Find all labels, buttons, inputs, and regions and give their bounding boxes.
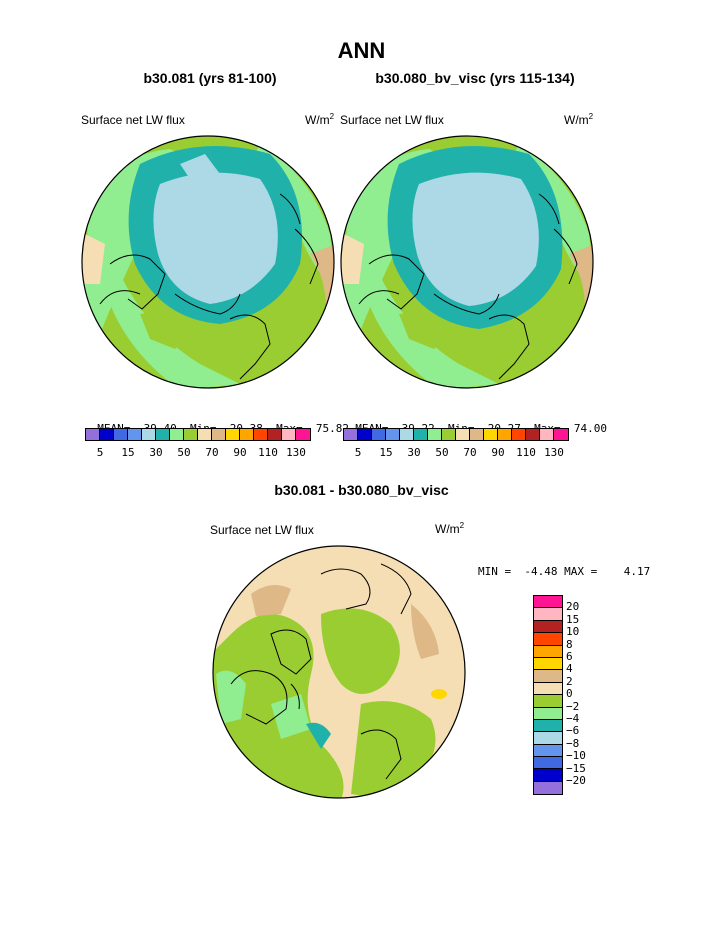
colorbar-2-swatch bbox=[470, 429, 484, 440]
colorbar-1-tick-label: 50 bbox=[177, 446, 191, 459]
colorbar-diff-tick-label: −4 bbox=[566, 712, 580, 725]
colorbar-2-swatch bbox=[484, 429, 498, 440]
colorbar-1-tick-label: 130 bbox=[286, 446, 306, 459]
panel-2-variable: Surface net LW flux bbox=[340, 113, 444, 127]
colorbar-diff-swatch bbox=[534, 719, 562, 733]
colorbar-2-tick-label: 90 bbox=[491, 446, 505, 459]
colorbar-2-swatch bbox=[428, 429, 442, 440]
colorbar-diff-swatch bbox=[534, 769, 562, 782]
diff-stats: MIN = -4.48 MAX = 4.17 bbox=[478, 565, 651, 578]
colorbar-1-swatch bbox=[184, 429, 198, 440]
colorbar-2-swatch bbox=[554, 429, 568, 440]
colorbar-diff-swatch bbox=[534, 732, 562, 745]
colorbar-diff-tick-label: −20 bbox=[566, 774, 586, 787]
colorbar-1-swatch bbox=[114, 429, 128, 440]
colorbar-1 bbox=[85, 428, 311, 441]
figure-title: ANN bbox=[337, 38, 386, 63]
colorbar-diff-tick-label: 8 bbox=[566, 637, 573, 651]
panel-1-subtitle: b30.081 (yrs 81-100) bbox=[143, 70, 277, 86]
colorbar-2-swatch bbox=[344, 429, 358, 440]
colorbar-diff-tick-label: 15 bbox=[566, 612, 580, 626]
colorbar-2-tick-label: 30 bbox=[407, 446, 421, 459]
colorbar-2-tick-label: 15 bbox=[379, 446, 393, 459]
colorbar-2-swatch bbox=[372, 429, 386, 440]
colorbar-1-swatch bbox=[296, 429, 310, 440]
colorbar-diff-swatch bbox=[534, 620, 562, 634]
colorbar-1-tick-label: 110 bbox=[258, 446, 278, 459]
colorbar-2-tick-label: 50 bbox=[435, 446, 449, 459]
colorbar-diff-swatch bbox=[534, 645, 562, 658]
polar-map-1 bbox=[81, 135, 335, 389]
colorbar-2-swatch bbox=[456, 429, 470, 440]
colorbar-1-swatch bbox=[142, 429, 156, 440]
colorbar-diff-swatch bbox=[534, 707, 562, 720]
colorbar-diff-tick-label: 6 bbox=[566, 650, 573, 663]
colorbar-diff-tick-label: −10 bbox=[566, 749, 586, 763]
colorbar-2 bbox=[343, 428, 569, 441]
colorbar-diff-tick-label: −2 bbox=[566, 699, 580, 713]
colorbar-diff-swatch bbox=[534, 670, 562, 683]
colorbar-diff-tick-label: −8 bbox=[566, 736, 580, 750]
colorbar-2-swatch bbox=[358, 429, 372, 440]
colorbar-diff bbox=[533, 595, 563, 796]
polar-map-2 bbox=[340, 135, 594, 389]
colorbar-2-swatch bbox=[498, 429, 512, 440]
colorbar-diff-tick-label: 20 bbox=[566, 600, 580, 614]
colorbar-diff-swatch bbox=[534, 657, 562, 671]
colorbar-diff-tick-label: 10 bbox=[566, 625, 580, 639]
colorbar-1-swatch bbox=[268, 429, 282, 440]
colorbar-diff-tick-label: 0 bbox=[566, 687, 573, 701]
polar-map-diff bbox=[212, 545, 466, 799]
colorbar-2-swatch bbox=[442, 429, 456, 440]
colorbar-diff-swatch bbox=[534, 744, 562, 758]
colorbar-1-swatch bbox=[240, 429, 254, 440]
diff-variable: Surface net LW flux bbox=[210, 523, 314, 537]
colorbar-2-swatch bbox=[400, 429, 414, 440]
colorbar-2-tick-label: 5 bbox=[354, 446, 362, 459]
panel-1-variable: Surface net LW flux bbox=[81, 113, 185, 127]
diff-unit: W/m2 bbox=[435, 521, 465, 536]
colorbar-diff-swatch bbox=[534, 608, 562, 621]
colorbar-1-swatch bbox=[282, 429, 296, 440]
colorbar-diff-swatch bbox=[534, 596, 562, 609]
colorbar-2-swatch bbox=[526, 429, 540, 440]
colorbar-1-tick-label: 30 bbox=[149, 446, 163, 459]
colorbar-1-swatch bbox=[100, 429, 114, 440]
colorbar-diff-swatch bbox=[534, 682, 562, 696]
colorbar-diff-swatch bbox=[534, 695, 562, 708]
colorbar-2-swatch bbox=[512, 429, 526, 440]
colorbar-diff-tick-label: −15 bbox=[566, 761, 586, 775]
colorbar-1-tick-label: 5 bbox=[96, 446, 104, 459]
panel-2-subtitle: b30.080_bv_visc (yrs 115-134) bbox=[375, 70, 575, 86]
panel-2-unit: W/m2 bbox=[564, 112, 594, 127]
colorbar-diff-tick-label: −6 bbox=[566, 724, 580, 738]
colorbar-1-swatch bbox=[212, 429, 226, 440]
colorbar-2-swatch bbox=[414, 429, 428, 440]
colorbar-2-tick-label: 70 bbox=[463, 446, 477, 459]
colorbar-1-swatch bbox=[86, 429, 100, 440]
panel-1-unit: W/m2 bbox=[305, 112, 335, 127]
colorbar-1-swatch bbox=[128, 429, 142, 440]
colorbar-diff-swatch bbox=[534, 757, 562, 770]
colorbar-2-tick-label: 110 bbox=[516, 446, 536, 459]
colorbar-1-swatch bbox=[254, 429, 268, 440]
colorbar-1-swatch bbox=[156, 429, 170, 440]
colorbar-1-swatch bbox=[198, 429, 212, 440]
diff-subtitle: b30.081 - b30.080_bv_visc bbox=[274, 482, 449, 498]
colorbar-1-tick-label: 90 bbox=[233, 446, 247, 459]
colorbar-1-swatch bbox=[170, 429, 184, 440]
colorbar-1-tick-label: 70 bbox=[205, 446, 219, 459]
colorbar-1-swatch bbox=[226, 429, 240, 440]
colorbar-diff-swatch bbox=[534, 781, 562, 795]
colorbar-1-tick-label: 15 bbox=[121, 446, 135, 459]
colorbar-2-swatch bbox=[540, 429, 554, 440]
colorbar-diff-swatch bbox=[534, 633, 562, 646]
colorbar-diff-tick-label: 2 bbox=[566, 674, 573, 688]
colorbar-2-tick-label: 130 bbox=[544, 446, 564, 459]
colorbar-2-swatch bbox=[386, 429, 400, 440]
colorbar-diff-tick-label: 4 bbox=[566, 662, 573, 676]
